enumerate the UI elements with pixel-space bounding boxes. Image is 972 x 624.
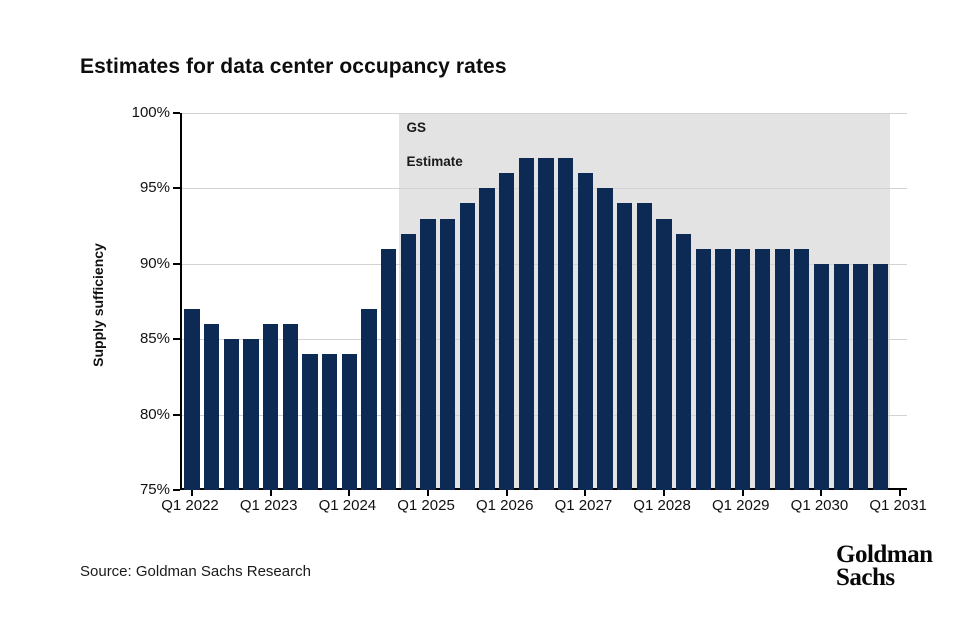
x-tick-label-q1-2031: Q1 2031 (869, 497, 927, 514)
bar-q2-2026 (518, 158, 534, 490)
x-tick-q1-2026 (505, 490, 508, 496)
chart-title: Estimates for data center occupancy rate… (80, 55, 507, 78)
bar-q4-2026 (558, 158, 574, 490)
bar-q3-2026 (538, 158, 554, 490)
bar-q3-2029 (774, 248, 790, 490)
x-tick-label-q1-2030: Q1 2030 (790, 497, 849, 514)
bar-q4-2030 (872, 263, 889, 490)
x-tick-label-q1-2026: Q1 2026 (475, 497, 534, 514)
x-tick-q1-2028 (663, 490, 666, 496)
x-tick-label-q1-2028: Q1 2028 (633, 497, 691, 514)
gs-estimate-label-line1: GS (406, 120, 427, 135)
bar-q4-2023 (322, 354, 338, 490)
y-tick-75 (173, 489, 180, 491)
y-tick-label-100: 100% (131, 104, 170, 121)
x-tick-label-q1-2027: Q1 2027 (554, 497, 613, 514)
source-text: Source: Goldman Sachs Research (80, 563, 311, 580)
y-tick-label-80: 80% (139, 405, 170, 423)
x-tick-label-q1-2025: Q1 2025 (397, 497, 455, 514)
bar-q1-2026 (499, 173, 515, 490)
y-tick-label-85: 85% (139, 330, 170, 348)
x-tick-label-q1-2023: Q1 2023 (239, 497, 298, 514)
bar-q2-2027 (597, 188, 613, 490)
x-tick-label-q1-2022: Q1 2022 (161, 497, 219, 514)
bar-q2-2029 (754, 248, 771, 490)
bar-q2-2025 (440, 218, 456, 490)
x-tick-label-q1-2029: Q1 2029 (711, 497, 770, 514)
bar-q1-2029 (735, 248, 751, 490)
y-tick-label-95: 95% (139, 179, 170, 197)
bar-q3-2022 (223, 339, 239, 490)
bar-q1-2025 (420, 218, 436, 490)
bar-q4-2022 (243, 339, 259, 490)
y-tick-label-90: 90% (139, 254, 170, 272)
gs-estimate-label-line2: Estimate (406, 154, 463, 169)
x-tick-q1-2030 (820, 490, 823, 496)
bar-q3-2030 (853, 263, 869, 490)
bar-q1-2030 (813, 263, 830, 490)
bar-q2-2028 (676, 233, 692, 490)
y-tick-80 (173, 413, 180, 416)
bar-q2-2024 (361, 309, 377, 490)
bar-q4-2028 (715, 248, 731, 490)
logo-line-goldman: Goldman (836, 541, 933, 568)
bar-q4-2025 (479, 188, 495, 490)
bar-q1-2023 (263, 324, 279, 490)
bar-q3-2028 (695, 248, 711, 490)
bar-q3-2023 (302, 354, 318, 490)
y-tick-95 (173, 187, 180, 190)
bar-q1-2027 (577, 173, 593, 490)
y-tick-100 (173, 112, 180, 114)
y-tick-90 (173, 262, 180, 265)
x-tick-q1-2029 (741, 490, 744, 496)
bar-q2-2023 (282, 324, 298, 490)
x-tick-q1-2024 (348, 490, 351, 496)
bar-q2-2022 (204, 324, 220, 490)
x-tick-q1-2022 (191, 490, 193, 496)
bar-q4-2024 (400, 233, 416, 490)
y-tick-85 (173, 338, 180, 341)
bar-q3-2024 (381, 248, 397, 490)
y-tick-label-75: 75% (139, 481, 170, 498)
bar-q1-2028 (656, 218, 672, 490)
logo-line-sachs: Sachs (836, 564, 895, 591)
bar-q1-2024 (341, 354, 357, 490)
bar-q3-2025 (459, 203, 475, 490)
bar-q4-2029 (794, 248, 810, 490)
x-tick-q1-2027 (584, 490, 587, 496)
x-tick-q1-2023 (269, 490, 272, 496)
bar-q4-2027 (636, 203, 652, 490)
gs-estimate-label: GS Estimate (407, 119, 463, 170)
y-axis-title: Supply sufficiency (90, 243, 106, 367)
goldman-sachs-logo: Goldman Sachs (836, 541, 933, 591)
x-tick-q1-2025 (427, 490, 430, 496)
plot-area: GS Estimate (173, 112, 907, 496)
x-tick-q1-2031 (899, 490, 902, 496)
bar-q1-2022 (184, 309, 200, 490)
bar-q3-2027 (617, 203, 633, 490)
bar-q2-2030 (833, 263, 849, 490)
x-tick-label-q1-2024: Q1 2024 (318, 497, 377, 514)
gridline-100 (182, 113, 907, 114)
